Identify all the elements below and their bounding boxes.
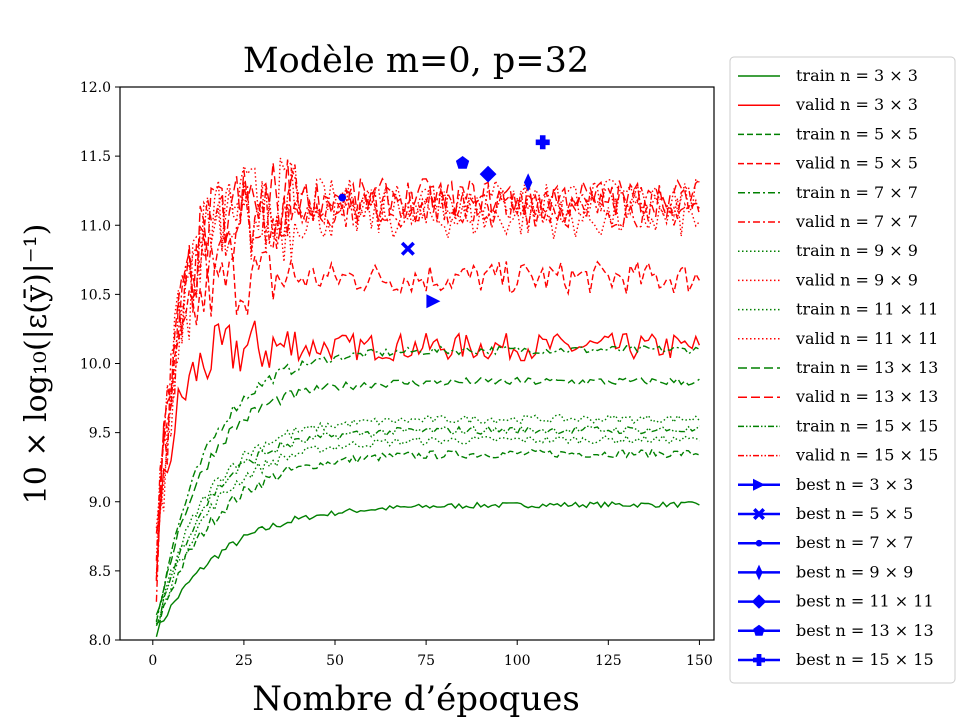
legend-marker-17	[755, 564, 763, 581]
y-axis: 8.0 8.5 9.0 9.5 10.0 10.5 11.0 11.5 12.0	[80, 80, 120, 649]
x-tick-label: 0	[148, 653, 157, 669]
legend-label-18: best n = 11 × 11	[796, 592, 934, 611]
legend-label-2: train n = 5 × 5	[796, 124, 918, 143]
legend-marker-14	[753, 478, 765, 491]
legend-label-10: train n = 13 × 13	[796, 358, 938, 377]
chart-title: Modèle m=0, p=32	[243, 41, 589, 81]
best-marker-5	[455, 156, 470, 169]
y-tick-label: 8.5	[89, 564, 111, 580]
legend-marker-16	[755, 539, 763, 547]
legend-label-20: best n = 15 × 15	[796, 650, 934, 669]
y-tick-label: 10.0	[80, 357, 111, 373]
y-tick-label: 12.0	[80, 80, 111, 96]
series-line-13	[155, 164, 701, 561]
y-axis-label: 10 × log₁₀(|ε(ȳ)|⁻¹)	[19, 224, 54, 505]
legend-label-5: valid n = 7 × 7	[795, 212, 918, 231]
y-tick-label: 9.0	[89, 495, 111, 511]
x-tick-label: 100	[504, 653, 531, 669]
legend-label-6: train n = 9 × 9	[796, 241, 918, 260]
best-marker-3	[523, 173, 533, 192]
plot-frame	[119, 86, 715, 641]
legend-label-3: valid n = 5 × 5	[795, 154, 918, 173]
series-line-6	[155, 434, 700, 625]
x-tick-label: 25	[235, 653, 253, 669]
series-line-7	[155, 180, 700, 529]
best-marker-2	[338, 193, 347, 202]
series-line-5	[155, 166, 700, 602]
legend-marker-15	[753, 508, 765, 520]
best-marker-0	[426, 294, 441, 309]
series-line-1	[155, 320, 701, 580]
x-tick-label: 75	[417, 653, 435, 669]
legend-label-4: train n = 7 × 7	[796, 183, 918, 202]
y-tick-label: 11.5	[80, 149, 111, 165]
x-tick-label: 125	[595, 653, 622, 669]
best-marker-1	[400, 241, 415, 256]
legend-label-1: valid n = 3 × 3	[795, 95, 918, 114]
series-line-9	[155, 157, 700, 574]
legend-label-12: train n = 15 × 15	[796, 416, 938, 435]
best-marker-4	[479, 165, 497, 183]
legend-label-16: best n = 7 × 7	[796, 533, 913, 552]
y-tick-label: 11.0	[80, 218, 111, 234]
series-line-10	[155, 376, 700, 616]
legend-label-19: best n = 13 × 13	[796, 621, 934, 640]
series-line-12	[155, 425, 700, 627]
best-marker-6	[535, 135, 550, 150]
legend-label-0: train n = 3 × 3	[796, 66, 918, 85]
series-line-8	[155, 413, 700, 622]
legend-label-15: best n = 5 × 5	[796, 504, 913, 523]
series-line-0	[155, 501, 700, 637]
legend-box	[729, 56, 956, 684]
best-markers	[338, 135, 550, 309]
x-tick-label: 150	[686, 653, 713, 669]
y-tick-label: 10.5	[80, 287, 111, 303]
series-line-4	[155, 344, 700, 623]
legend-label-7: valid n = 9 × 9	[795, 270, 918, 289]
series-line-11	[155, 159, 700, 534]
y-tick-label: 9.5	[89, 426, 111, 442]
x-axis: 0 25 50 75 100 125 150	[148, 640, 713, 669]
legend-label-11: valid n = 13 × 13	[795, 387, 938, 406]
series-line-2	[155, 447, 700, 625]
legend-marker-19	[753, 624, 765, 636]
legend-label-8: train n = 11 × 11	[796, 300, 938, 319]
legend-label-17: best n = 9 × 9	[796, 562, 913, 581]
legend-label-14: best n = 3 × 3	[796, 475, 913, 494]
legend-label-13: valid n = 15 × 15	[795, 446, 938, 465]
legend-marker-20	[753, 654, 765, 666]
y-tick-label: 8.0	[89, 633, 111, 649]
plot-lines	[155, 157, 701, 637]
x-tick-label: 50	[326, 653, 344, 669]
x-axis-label: Nombre d’époques	[252, 679, 580, 719]
series-line-3	[155, 251, 701, 582]
legend-marker-18	[751, 594, 767, 609]
legend: train n = 3 × 3 valid n = 3 × 3 train n = …	[729, 56, 956, 684]
legend-label-9: valid n = 11 × 11	[795, 329, 938, 348]
